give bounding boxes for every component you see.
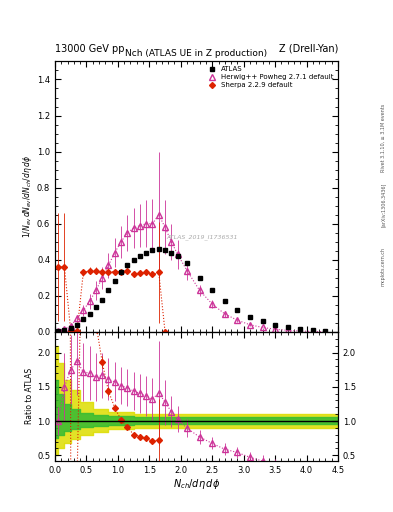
Sherpa 2.2.9 default: [163, 329, 167, 335]
Text: [arXiv:1306.3436]: [arXiv:1306.3436]: [381, 183, 386, 227]
Herwig++ Powheg 2.7.1 default: [169, 239, 174, 245]
Text: Z (Drell-Yan): Z (Drell-Yan): [279, 44, 338, 54]
ATLAS: [222, 298, 227, 305]
Sherpa 2.2.9 default: [156, 269, 161, 275]
Herwig++ Powheg 2.7.1 default: [310, 328, 315, 334]
Herwig++ Powheg 2.7.1 default: [144, 221, 149, 227]
ATLAS: [175, 253, 180, 259]
Text: 13000 GeV pp: 13000 GeV pp: [55, 44, 125, 54]
ATLAS: [235, 307, 240, 313]
ATLAS: [138, 253, 142, 259]
Herwig++ Powheg 2.7.1 default: [81, 307, 86, 313]
ATLAS: [197, 275, 202, 281]
ATLAS: [87, 311, 92, 317]
Text: ATLAS_2019_I1736531: ATLAS_2019_I1736531: [166, 234, 238, 240]
ATLAS: [131, 257, 136, 263]
ATLAS: [248, 313, 252, 319]
ATLAS: [156, 246, 161, 252]
ATLAS: [100, 296, 105, 303]
Y-axis label: $1/N_{ev}\,dN_{ev}/dN_{ch}/d\eta\,d\phi$: $1/N_{ev}\,dN_{ev}/dN_{ch}/d\eta\,d\phi$: [21, 155, 34, 238]
ATLAS: [144, 249, 149, 255]
Herwig++ Powheg 2.7.1 default: [87, 298, 92, 305]
ATLAS: [56, 328, 61, 334]
Herwig++ Powheg 2.7.1 default: [125, 230, 130, 236]
ATLAS: [62, 327, 67, 333]
ATLAS: [273, 322, 277, 328]
X-axis label: $N_{ch}/d\eta\,d\phi$: $N_{ch}/d\eta\,d\phi$: [173, 477, 220, 492]
Herwig++ Powheg 2.7.1 default: [106, 262, 111, 268]
ATLAS: [150, 247, 155, 253]
Herwig++ Powheg 2.7.1 default: [273, 326, 277, 332]
Herwig++ Powheg 2.7.1 default: [197, 287, 202, 293]
Herwig++ Powheg 2.7.1 default: [68, 323, 73, 329]
Sherpa 2.2.9 default: [138, 270, 142, 276]
Text: Rivet 3.1.10, ≥ 3.1M events: Rivet 3.1.10, ≥ 3.1M events: [381, 104, 386, 173]
Sherpa 2.2.9 default: [68, 328, 73, 334]
Herwig++ Powheg 2.7.1 default: [222, 311, 227, 317]
ATLAS: [81, 316, 86, 323]
Herwig++ Powheg 2.7.1 default: [210, 301, 215, 307]
ATLAS: [68, 325, 73, 331]
Sherpa 2.2.9 default: [100, 268, 105, 274]
ATLAS: [260, 318, 265, 324]
Legend: ATLAS, Herwig++ Powheg 2.7.1 default, Sherpa 2.2.9 default: ATLAS, Herwig++ Powheg 2.7.1 default, Sh…: [205, 65, 334, 90]
Line: Herwig++ Powheg 2.7.1 default: Herwig++ Powheg 2.7.1 default: [55, 212, 328, 334]
Text: mcplots.cern.ch: mcplots.cern.ch: [381, 247, 386, 286]
Sherpa 2.2.9 default: [131, 271, 136, 278]
Herwig++ Powheg 2.7.1 default: [150, 221, 155, 227]
Herwig++ Powheg 2.7.1 default: [235, 317, 240, 323]
Herwig++ Powheg 2.7.1 default: [100, 275, 105, 281]
Herwig++ Powheg 2.7.1 default: [285, 327, 290, 333]
ATLAS: [169, 249, 174, 255]
Sherpa 2.2.9 default: [56, 264, 61, 270]
Sherpa 2.2.9 default: [62, 264, 67, 270]
ATLAS: [94, 304, 98, 310]
Herwig++ Powheg 2.7.1 default: [248, 322, 252, 328]
ATLAS: [185, 261, 189, 267]
ATLAS: [285, 324, 290, 330]
Herwig++ Powheg 2.7.1 default: [112, 249, 117, 255]
Sherpa 2.2.9 default: [119, 268, 123, 274]
ATLAS: [125, 262, 130, 268]
Sherpa 2.2.9 default: [144, 269, 149, 275]
Herwig++ Powheg 2.7.1 default: [260, 325, 265, 331]
Herwig++ Powheg 2.7.1 default: [163, 224, 167, 230]
ATLAS: [323, 328, 328, 334]
Herwig++ Powheg 2.7.1 default: [75, 315, 79, 322]
ATLAS: [119, 269, 123, 275]
Sherpa 2.2.9 default: [106, 269, 111, 275]
Y-axis label: Ratio to ATLAS: Ratio to ATLAS: [25, 368, 34, 424]
Line: Sherpa 2.2.9 default: Sherpa 2.2.9 default: [56, 265, 167, 334]
Sherpa 2.2.9 default: [125, 268, 130, 274]
Sherpa 2.2.9 default: [87, 268, 92, 274]
Title: Nch (ATLAS UE in Z production): Nch (ATLAS UE in Z production): [125, 49, 268, 58]
Herwig++ Powheg 2.7.1 default: [56, 328, 61, 334]
Herwig++ Powheg 2.7.1 default: [131, 225, 136, 231]
ATLAS: [163, 247, 167, 253]
ATLAS: [106, 287, 111, 293]
ATLAS: [310, 327, 315, 333]
Herwig++ Powheg 2.7.1 default: [323, 329, 328, 335]
Herwig++ Powheg 2.7.1 default: [298, 328, 303, 334]
Sherpa 2.2.9 default: [94, 268, 98, 274]
ATLAS: [298, 326, 303, 332]
Herwig++ Powheg 2.7.1 default: [138, 223, 142, 229]
Line: ATLAS: ATLAS: [56, 247, 328, 333]
Herwig++ Powheg 2.7.1 default: [62, 326, 67, 332]
Herwig++ Powheg 2.7.1 default: [119, 239, 123, 245]
Herwig++ Powheg 2.7.1 default: [185, 268, 189, 274]
Sherpa 2.2.9 default: [112, 268, 117, 274]
Sherpa 2.2.9 default: [75, 328, 79, 334]
ATLAS: [210, 287, 215, 293]
Herwig++ Powheg 2.7.1 default: [175, 251, 180, 258]
Herwig++ Powheg 2.7.1 default: [156, 211, 161, 218]
ATLAS: [112, 279, 117, 285]
Herwig++ Powheg 2.7.1 default: [94, 287, 98, 293]
Sherpa 2.2.9 default: [81, 269, 86, 275]
ATLAS: [75, 322, 79, 328]
Sherpa 2.2.9 default: [150, 271, 155, 278]
